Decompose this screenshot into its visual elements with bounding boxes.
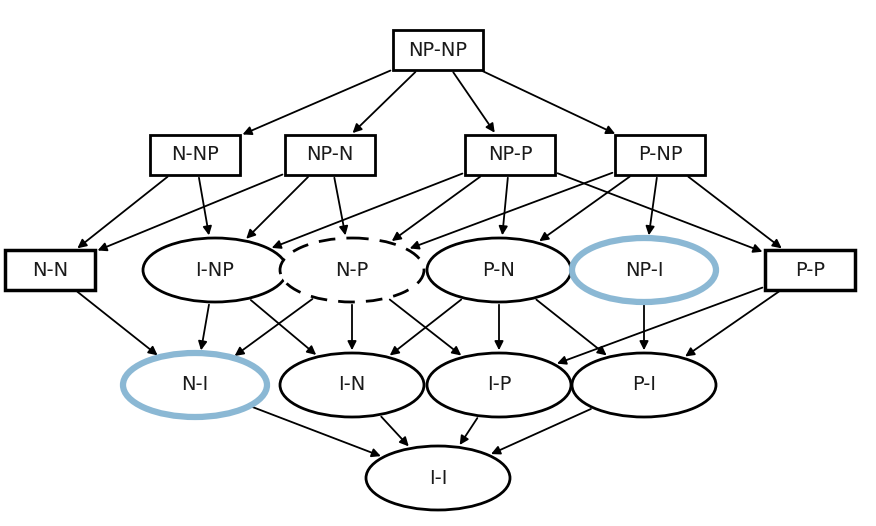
Ellipse shape [572, 353, 716, 417]
Bar [393, 30, 483, 70]
Text: NP-P: NP-P [488, 146, 533, 165]
Text: P-I: P-I [632, 376, 656, 394]
Ellipse shape [280, 353, 424, 417]
Text: NP-I: NP-I [625, 260, 663, 279]
Bar [285, 135, 375, 175]
Text: NP-NP: NP-NP [408, 41, 468, 59]
Text: I-P: I-P [487, 376, 512, 394]
Text: P-N: P-N [483, 260, 515, 279]
Text: NP-N: NP-N [307, 146, 354, 165]
Ellipse shape [143, 238, 287, 302]
Ellipse shape [366, 446, 510, 510]
Bar [150, 135, 240, 175]
Ellipse shape [427, 238, 571, 302]
Text: I-I: I-I [429, 469, 447, 488]
Bar [465, 135, 555, 175]
Text: P-P: P-P [795, 260, 825, 279]
Text: P-NP: P-NP [638, 146, 682, 165]
Ellipse shape [123, 353, 267, 417]
Bar [615, 135, 705, 175]
Text: N-N: N-N [32, 260, 68, 279]
Text: N-P: N-P [336, 260, 369, 279]
Text: N-NP: N-NP [171, 146, 219, 165]
Ellipse shape [427, 353, 571, 417]
Ellipse shape [280, 238, 424, 302]
Ellipse shape [572, 238, 716, 302]
Bar [5, 250, 95, 290]
Text: N-I: N-I [181, 376, 208, 394]
Text: I-NP: I-NP [195, 260, 235, 279]
Text: I-N: I-N [338, 376, 365, 394]
Bar [765, 250, 855, 290]
